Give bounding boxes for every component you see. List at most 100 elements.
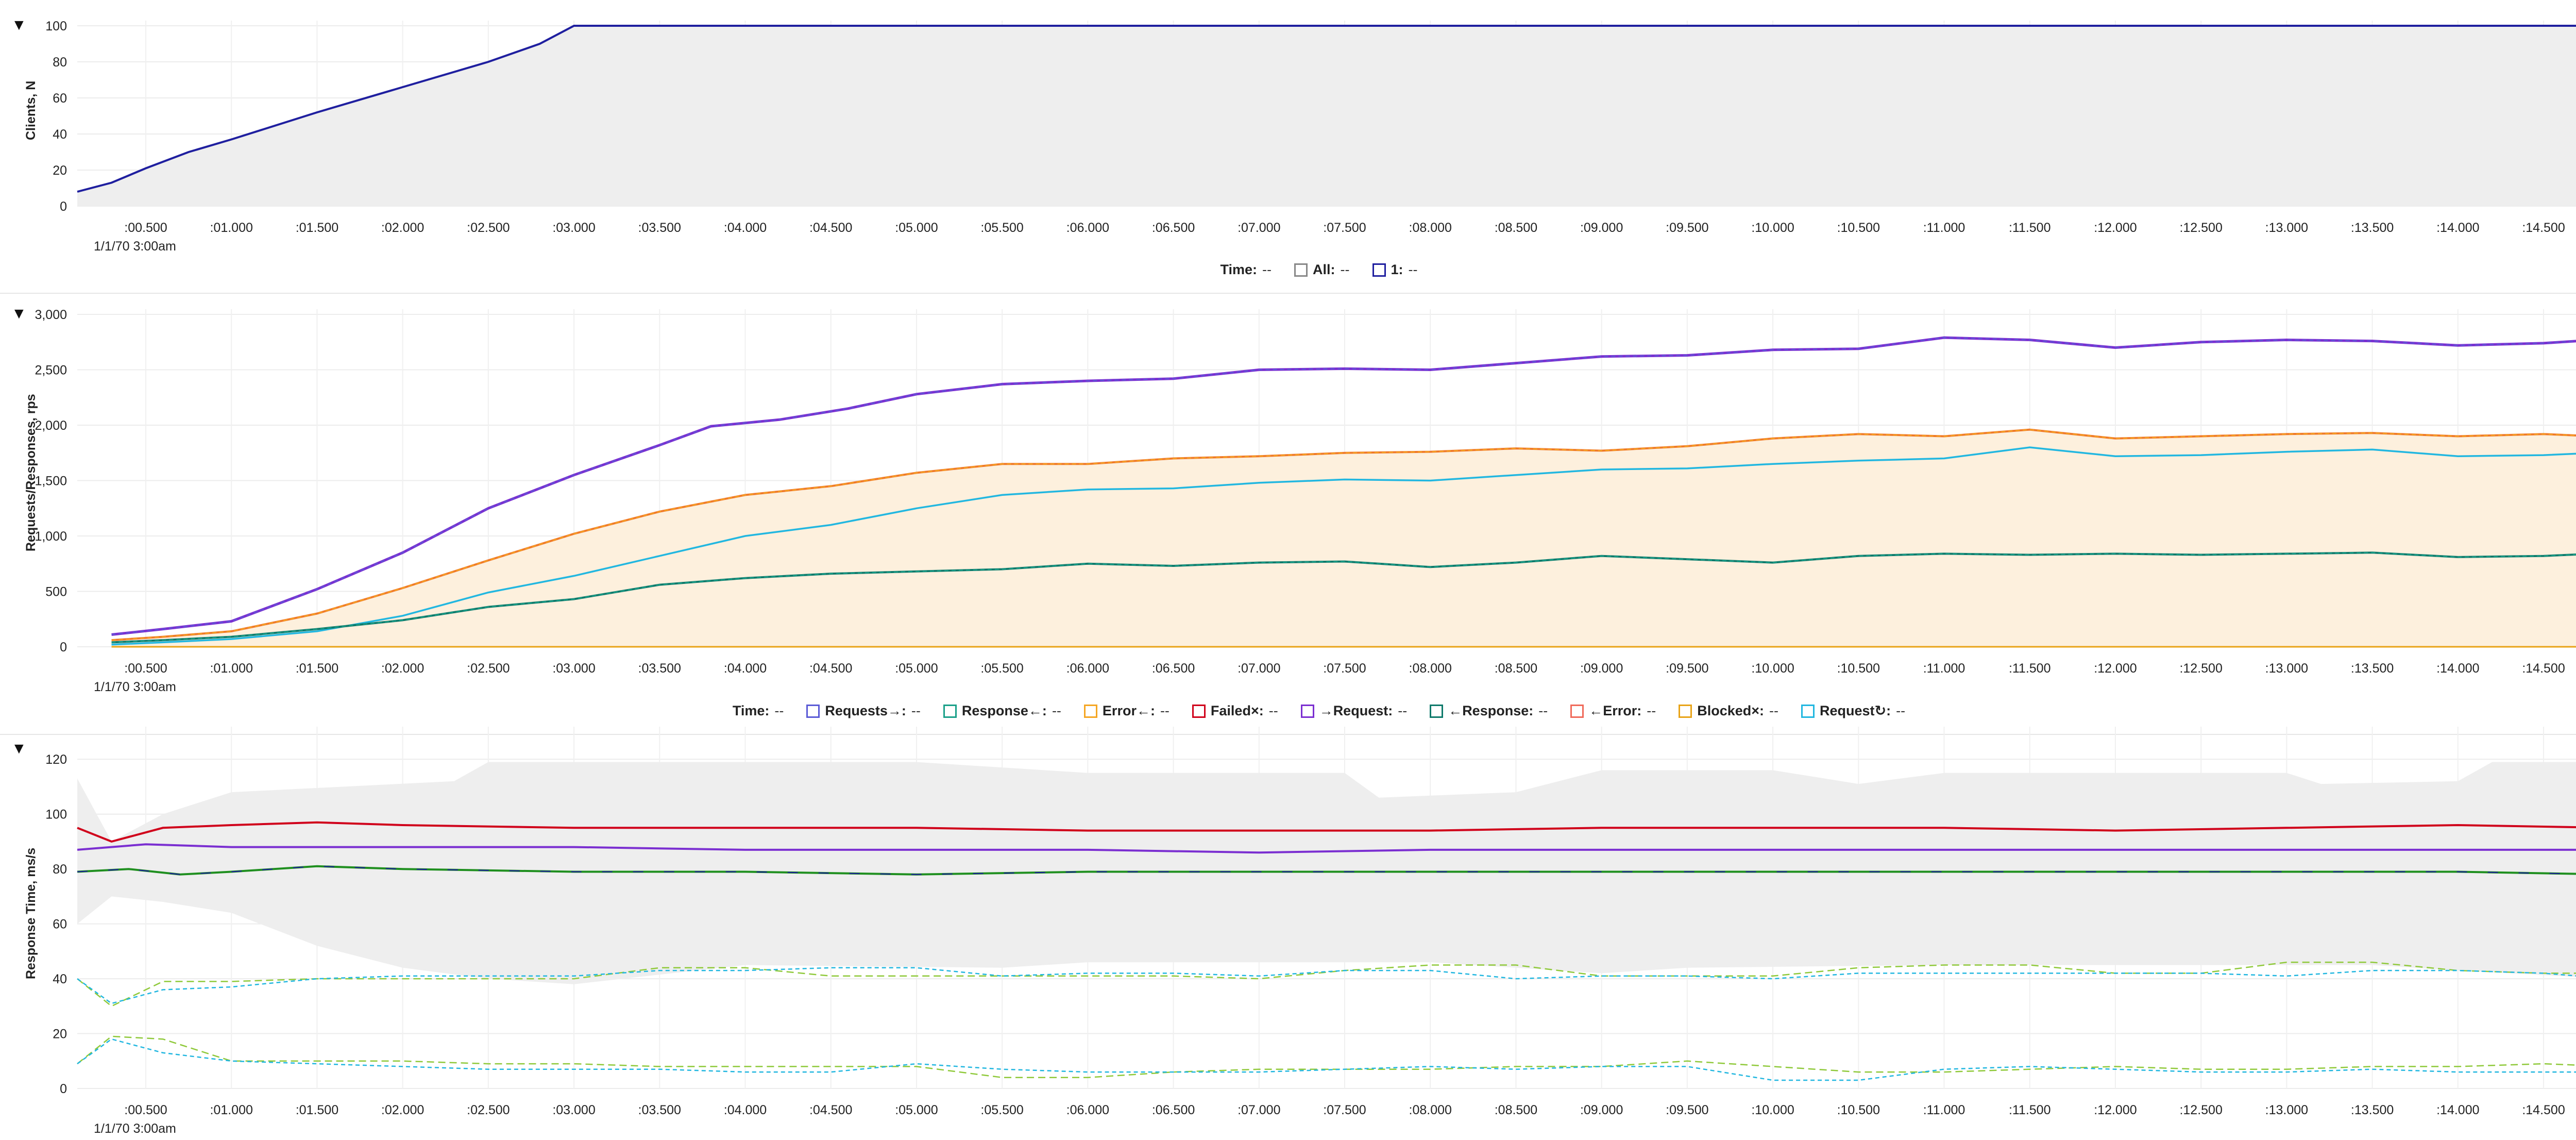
x-tick-label: :13.000 <box>2265 661 2308 676</box>
x-date-label: 1/1/70 3:00am <box>94 680 176 694</box>
x-tick-label: :14.000 <box>2436 1103 2479 1117</box>
legend-swatch[interactable] <box>1300 704 1314 718</box>
x-tick-label: :12.500 <box>2179 221 2222 235</box>
x-tick-label: :14.500 <box>2522 1103 2565 1117</box>
legend-value: -- <box>1408 262 1418 277</box>
x-tick-label: :01.000 <box>210 1103 252 1117</box>
y-tick-label: 20 <box>53 163 67 178</box>
legend-value: -- <box>1262 262 1272 277</box>
x-tick-label: :08.000 <box>1409 661 1452 676</box>
y-tick-label: 2,500 <box>35 363 67 378</box>
legend-label: Requests→: <box>825 703 906 718</box>
x-tick-label: :09.500 <box>1666 221 1708 235</box>
x-tick-label: :08.500 <box>1495 221 1537 235</box>
legend-item[interactable]: ←Error: -- <box>1570 703 1656 719</box>
y-tick-label: 60 <box>53 917 67 932</box>
cyan-dashed-series-line <box>77 967 2576 1004</box>
legend-swatch[interactable] <box>1430 704 1444 718</box>
legend-value: -- <box>1340 262 1350 277</box>
clients-chart[interactable]: 0 20 40 60 80 100:00.500:01.000:01.500:02.000… <box>0 0 2576 258</box>
x-tick-label: :06.500 <box>1152 1103 1195 1117</box>
legend-item[interactable]: ←Response: -- <box>1430 703 1548 719</box>
collapse-toggle-icon[interactable]: ▼ <box>11 740 27 757</box>
y-tick-label: 40 <box>53 972 67 986</box>
legend-value: -- <box>1896 703 1906 718</box>
x-tick-label: :04.500 <box>809 661 852 676</box>
cyan-dashed-low-series-line <box>77 1038 2576 1081</box>
x-tick-label: :14.500 <box>2522 221 2565 235</box>
x-tick-label: :12.500 <box>2179 661 2222 676</box>
y-tick-label: 40 <box>53 127 67 142</box>
legend-value: -- <box>1052 703 1061 718</box>
legend-swatch[interactable] <box>943 704 957 718</box>
y-tick-label: 60 <box>53 91 67 106</box>
legend-label: Time: <box>1220 262 1258 277</box>
x-tick-label: :13.500 <box>2351 1103 2394 1117</box>
requests-legend: Time: -- Requests→: -- Response←: -- Error←: --… <box>0 703 2576 719</box>
legend-item[interactable]: 1: -- <box>1372 262 1418 278</box>
response-time-chart[interactable]: 0 20 40 60 80 100 120:00.500:01.000:01.500:02.… <box>0 701 2576 1140</box>
legend-label: ←Response: <box>1448 703 1534 718</box>
x-tick-label: :03.000 <box>552 221 595 235</box>
panel-divider <box>0 293 2576 294</box>
x-tick-label: :09.500 <box>1666 661 1708 676</box>
x-tick-label: :12.000 <box>2094 1103 2137 1117</box>
legend-swatch[interactable] <box>1679 704 1692 718</box>
legend-label: Blocked×: <box>1697 703 1765 718</box>
x-tick-label: :07.500 <box>1323 661 1366 676</box>
x-tick-label: :11.500 <box>2009 221 2051 235</box>
legend-item[interactable]: Requests→: -- <box>806 703 921 719</box>
x-tick-label: :10.500 <box>1837 1103 1880 1117</box>
x-tick-label: :14.000 <box>2436 661 2479 676</box>
legend-item[interactable]: Error←: -- <box>1083 703 1170 719</box>
x-tick-label: :05.500 <box>980 221 1023 235</box>
x-tick-label: :09.000 <box>1580 1103 1623 1117</box>
x-tick-label: :11.000 <box>1923 221 1965 235</box>
y-tick-label: 80 <box>53 55 67 70</box>
legend-value: -- <box>1268 703 1278 718</box>
x-tick-label: :07.500 <box>1323 221 1366 235</box>
x-tick-label: :11.500 <box>2009 661 2051 676</box>
y-tick-label: 1,500 <box>35 474 67 489</box>
legend-swatch[interactable] <box>1294 263 1308 277</box>
legend-item[interactable]: Failed×: -- <box>1192 703 1278 719</box>
legend-value: -- <box>911 703 921 718</box>
clients-area <box>77 26 2576 206</box>
response-time-panel: ▼ Response Time, ms/s 0 20 40 60 80 100 120:00… <box>0 701 2576 1140</box>
legend-item: Time: -- <box>733 703 784 719</box>
x-date-label: 1/1/70 3:00am <box>94 1121 176 1136</box>
x-tick-label: :06.500 <box>1152 221 1195 235</box>
legend-item[interactable]: Response←: -- <box>943 703 1061 719</box>
clients-series-line <box>77 25 2576 193</box>
collapse-toggle-icon[interactable]: ▼ <box>11 16 27 33</box>
collapse-toggle-icon[interactable]: ▼ <box>11 305 27 322</box>
x-tick-label: :13.000 <box>2265 1103 2308 1117</box>
x-tick-label: :10.000 <box>1751 221 1794 235</box>
legend-swatch[interactable] <box>1192 704 1206 718</box>
legend-item: Time: -- <box>1221 262 1272 278</box>
x-tick-label: :03.500 <box>638 221 681 235</box>
y-tick-label: 100 <box>45 19 67 33</box>
legend-swatch[interactable] <box>1083 704 1097 718</box>
legend-label: →Request: <box>1319 703 1393 718</box>
legend-swatch[interactable] <box>806 704 820 718</box>
legend-value: -- <box>1398 703 1408 718</box>
legend-item[interactable]: →Request: -- <box>1300 703 1408 719</box>
legend-item[interactable]: Blocked×: -- <box>1679 703 1778 719</box>
x-tick-label: :01.000 <box>210 221 252 235</box>
y-tick-label: 0 <box>60 199 67 214</box>
y-tick-label: 100 <box>45 808 67 822</box>
legend-swatch[interactable] <box>1372 263 1386 277</box>
y-tick-label: 0 <box>60 1082 67 1096</box>
requests-chart[interactable]: 0 500 1,000 1,500 2,000 2,500 3,000:00.500:01.… <box>0 258 2576 701</box>
x-tick-label: :07.500 <box>1323 1103 1366 1117</box>
legend-item[interactable]: Request↻: -- <box>1801 703 1905 719</box>
x-tick-label: :14.500 <box>2522 661 2565 676</box>
legend-swatch[interactable] <box>1570 704 1584 718</box>
x-tick-label: :03.000 <box>552 1103 595 1117</box>
error-area <box>111 429 2576 647</box>
legend-label: 1: <box>1391 262 1403 277</box>
legend-swatch[interactable] <box>1801 704 1815 718</box>
legend-item[interactable]: All: -- <box>1294 262 1350 278</box>
legend-label: ←Error: <box>1589 703 1642 718</box>
